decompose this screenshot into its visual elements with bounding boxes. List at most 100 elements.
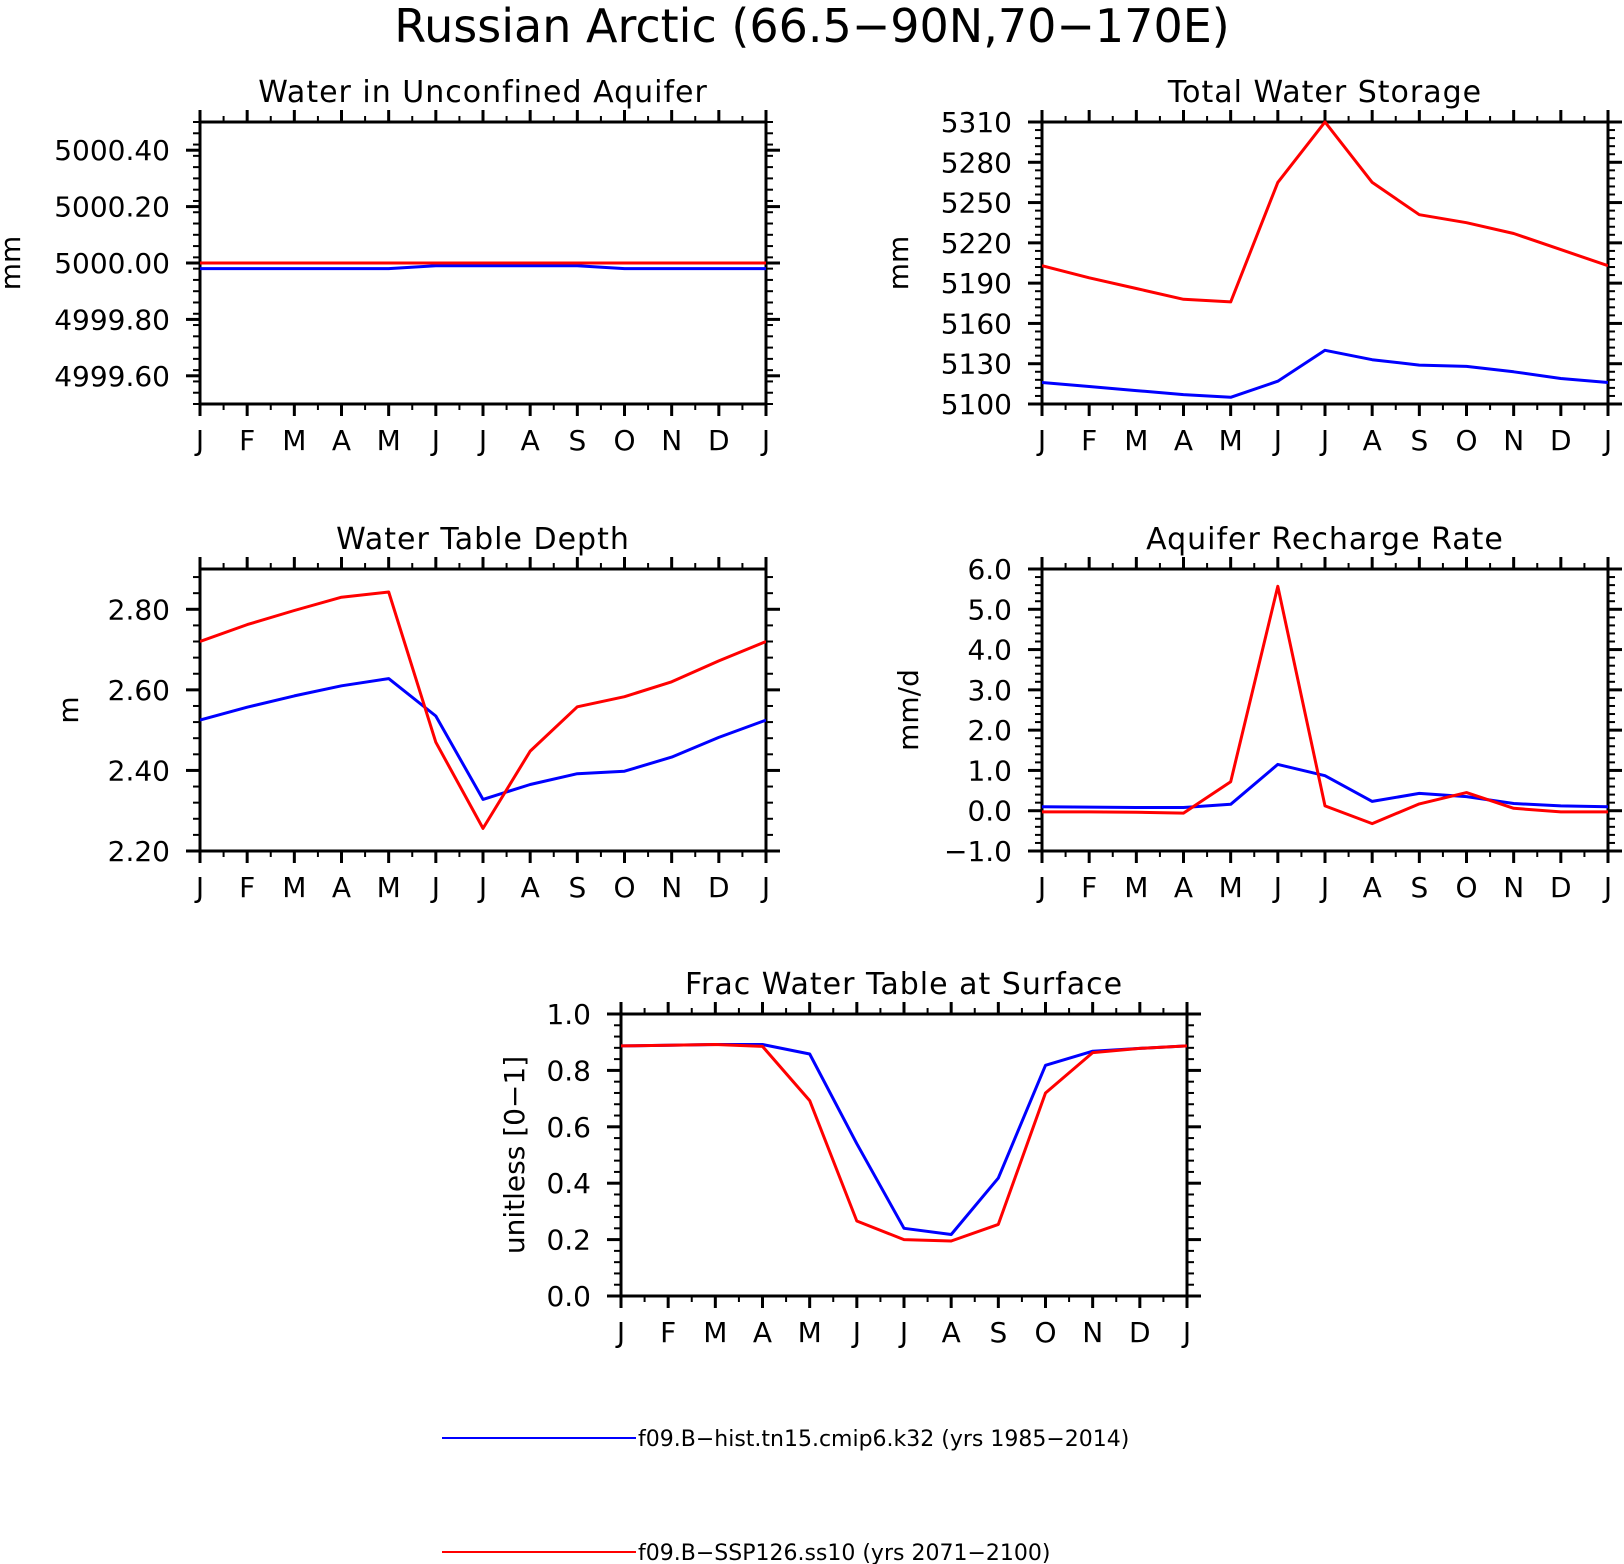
x-tick-label: A [1174, 424, 1193, 457]
y-tick-label: 2.80 [108, 593, 170, 626]
series-line-hist [200, 264, 766, 271]
x-tick-label: F [1081, 871, 1097, 904]
y-tick-label: 5000.20 [54, 191, 170, 224]
x-tick-label: J [1602, 871, 1612, 904]
x-tick-label: D [708, 871, 730, 904]
x-tick-label: J [477, 871, 487, 904]
x-tick-label: A [1363, 871, 1382, 904]
x-tick-label: M [1219, 871, 1243, 904]
x-tick-label: N [1503, 424, 1524, 457]
x-tick-label: J [1319, 424, 1329, 457]
x-tick-label: S [1410, 424, 1428, 457]
y-tick-label: −1.0 [944, 835, 1012, 868]
x-tick-label: N [661, 871, 682, 904]
y-tick-label: 4999.60 [54, 360, 170, 393]
panel-title: Water Table Depth [336, 522, 630, 557]
panel-title: Aquifer Recharge Rate [1146, 522, 1504, 557]
x-tick-label: M [282, 871, 306, 904]
y-axis-label: m [52, 696, 85, 723]
series-line-hist [1042, 348, 1608, 399]
panel-title: Total Water Storage [1167, 75, 1482, 110]
x-tick-label: A [753, 1316, 772, 1349]
x-tick-label: J [194, 871, 204, 904]
x-tick-label: J [430, 871, 440, 904]
x-tick-label: S [1410, 871, 1428, 904]
y-axis-label: mm [882, 236, 915, 291]
y-tick-label: 5000.40 [54, 134, 170, 167]
x-tick-label: M [703, 1316, 727, 1349]
x-tick-label: D [708, 424, 730, 457]
x-tick-label: M [377, 871, 401, 904]
y-tick-label: 5000.00 [54, 247, 170, 280]
x-tick-label: A [1174, 871, 1193, 904]
y-tick-label: 0.0 [967, 795, 1012, 828]
y-tick-label: 5220 [941, 227, 1012, 260]
y-tick-label: 0.2 [546, 1224, 591, 1257]
y-tick-label: 5310 [941, 106, 1012, 139]
legend-label: f09.B−hist.tn15.cmip6.k32 (yrs 1985−2014… [638, 1427, 1129, 1452]
panel-title: Frac Water Table at Surface [685, 967, 1123, 1002]
plot-frame [1040, 120, 1610, 406]
x-tick-label: J [1272, 424, 1282, 457]
y-tick-label: 3.0 [967, 674, 1012, 707]
series-line-ssp [200, 590, 766, 830]
x-tick-label: A [332, 424, 351, 457]
x-tick-label: O [1455, 424, 1477, 457]
x-tick-label: N [661, 424, 682, 457]
x-tick-label: A [942, 1316, 961, 1349]
y-tick-label: 5250 [941, 187, 1012, 220]
x-tick-label: A [521, 871, 540, 904]
x-tick-label: S [568, 424, 586, 457]
x-tick-label: A [332, 871, 351, 904]
x-tick-label: D [1550, 424, 1572, 457]
x-tick-label: M [1219, 424, 1243, 457]
legend: f09.B−hist.tn15.cmip6.k32 (yrs 1985−2014… [442, 1427, 1129, 1564]
y-tick-label: 5130 [941, 348, 1012, 381]
x-tick-label: A [521, 424, 540, 457]
x-tick-label: N [1503, 871, 1524, 904]
x-tick-label: N [1082, 1316, 1103, 1349]
main-title: Russian Arctic (66.5−90N,70−170E) [394, 0, 1229, 53]
x-tick-label: F [660, 1316, 676, 1349]
y-tick-label: 2.40 [108, 754, 170, 787]
legend-label: f09.B−SSP126.ss10 (yrs 2071−2100) [638, 1541, 1050, 1564]
panel-title: Water in Unconfined Aquifer [258, 75, 708, 110]
x-tick-label: J [1272, 871, 1282, 904]
y-tick-label: 4999.80 [54, 303, 170, 336]
y-tick-label: 5100 [941, 388, 1012, 421]
y-tick-label: 0.6 [546, 1111, 591, 1144]
x-tick-label: S [989, 1316, 1007, 1349]
series-line-hist [1042, 762, 1608, 809]
y-axis-label: mm [0, 236, 27, 291]
x-tick-label: A [1363, 424, 1382, 457]
y-axis-label: unitless [0−1] [498, 1056, 531, 1254]
x-tick-label: S [568, 871, 586, 904]
x-tick-label: M [798, 1316, 822, 1349]
x-tick-label: F [239, 424, 255, 457]
x-tick-label: J [898, 1316, 908, 1349]
y-tick-label: 6.0 [967, 553, 1012, 586]
y-tick-label: 1.0 [967, 754, 1012, 787]
x-tick-label: J [760, 424, 770, 457]
x-tick-label: F [1081, 424, 1097, 457]
x-tick-label: J [430, 424, 440, 457]
series-line-ssp [621, 1043, 1187, 1243]
plot-frame [198, 567, 768, 853]
y-tick-label: 5280 [941, 146, 1012, 179]
series-line-ssp [1042, 120, 1608, 304]
x-tick-label: O [1034, 1316, 1056, 1349]
y-tick-label: 2.0 [967, 714, 1012, 747]
x-tick-label: J [477, 424, 487, 457]
x-tick-label: M [282, 424, 306, 457]
x-tick-label: M [377, 424, 401, 457]
series-line-hist [200, 677, 766, 801]
x-tick-label: J [760, 871, 770, 904]
x-tick-label: J [1036, 871, 1046, 904]
y-tick-label: 5190 [941, 267, 1012, 300]
y-tick-label: 0.8 [546, 1054, 591, 1087]
